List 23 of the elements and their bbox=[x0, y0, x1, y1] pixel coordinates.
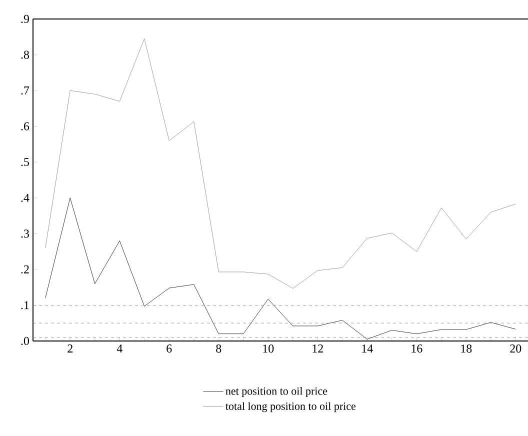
y-tick-label: .4 bbox=[21, 194, 30, 202]
y-tick-label: .1 bbox=[21, 301, 29, 310]
y-tick-label: .0 bbox=[21, 336, 30, 346]
x-tick-label: 2 bbox=[68, 344, 72, 352]
x-tick-label: 8 bbox=[216, 344, 222, 353]
x-tick-label: 14 bbox=[362, 344, 373, 352]
x-tick-label: 4 bbox=[116, 344, 122, 352]
x-tick-label: 12 bbox=[312, 344, 323, 352]
y-tick-label: .7 bbox=[21, 86, 30, 95]
y-tick-label: .3 bbox=[21, 230, 30, 238]
x-tick-label: 6 bbox=[166, 344, 172, 353]
y-tick-label: .8 bbox=[21, 50, 30, 59]
legend-label: total long position to oil price bbox=[226, 402, 356, 412]
x-tick-label: 10 bbox=[263, 344, 274, 353]
x-tick-label: 16 bbox=[412, 344, 422, 353]
line-series bbox=[45, 38, 516, 289]
y-tick-label: .6 bbox=[21, 122, 30, 130]
x-tick-label: 18 bbox=[461, 344, 472, 353]
x-tick-label: 20 bbox=[510, 344, 522, 353]
legend-label: net position to oil price bbox=[226, 387, 328, 398]
y-tick-label: .5 bbox=[21, 158, 30, 166]
y-tick-label: .9 bbox=[21, 14, 29, 24]
y-tick-label: .2 bbox=[21, 265, 29, 274]
